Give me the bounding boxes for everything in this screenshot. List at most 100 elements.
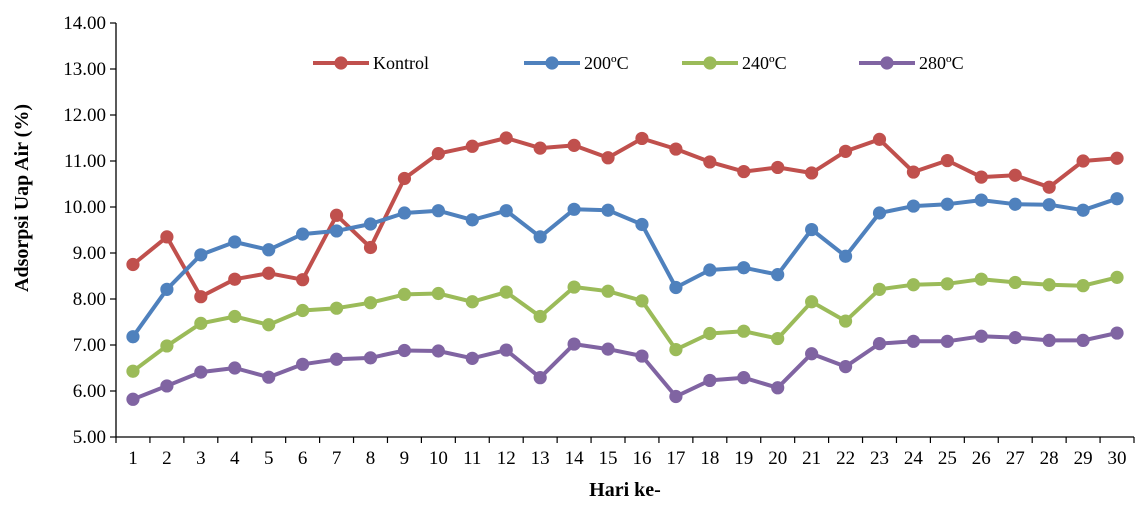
legend-item-1-swatch-marker — [545, 56, 559, 70]
series-3-point — [533, 371, 547, 385]
series-1-point — [974, 193, 988, 207]
series-1-point — [160, 282, 174, 296]
series-0 — [126, 131, 1124, 304]
series-3-point — [1008, 331, 1022, 345]
series-2-point — [499, 285, 513, 299]
series-3-point — [771, 381, 785, 395]
series-2-point — [940, 277, 954, 291]
series-3-point — [329, 352, 344, 366]
series-0-point — [872, 132, 887, 146]
x-axis-tick-labels: 1 2 3 4 5 6 7 8 9 10 11 12 13 14 15 16 17 18 19 20 21 22 23 24 2… — [128, 448, 1126, 469]
series-2 — [126, 270, 1124, 378]
series-3-point — [499, 343, 513, 357]
series-1-point — [703, 263, 717, 277]
y-tick-label: 10.00 — [63, 197, 106, 218]
series-0-point — [1110, 151, 1124, 165]
series-1-point — [601, 203, 615, 217]
series-0-point — [805, 166, 819, 180]
x-tick-label: 29 — [1074, 448, 1093, 469]
series-0-point — [397, 171, 412, 186]
x-axis-title: Hari ke- — [589, 479, 661, 501]
y-tick-label: 8.00 — [73, 289, 106, 310]
series-2-point — [669, 343, 683, 357]
x-tick-label: 24 — [904, 448, 924, 469]
series-3-point — [906, 334, 921, 348]
series-2-point — [974, 272, 988, 286]
series-1-point — [363, 217, 378, 231]
x-tick-label: 18 — [700, 448, 719, 469]
series-0-point — [296, 273, 310, 287]
series-2-point — [329, 301, 344, 315]
series-2-point — [160, 339, 174, 353]
series-1-point — [1110, 192, 1124, 206]
series-0-point — [499, 131, 513, 145]
series-3-point — [940, 334, 954, 348]
series-1 — [126, 192, 1124, 344]
series-1-point — [940, 197, 954, 211]
series-1-point — [126, 330, 140, 344]
x-tick-label: 6 — [298, 448, 308, 469]
series-2-point — [296, 303, 310, 318]
legend-item-2: 240ºC — [682, 53, 787, 73]
series-1-point — [906, 199, 921, 213]
series-1-point — [805, 222, 819, 237]
series-2-point — [737, 324, 751, 338]
x-tick-label: 15 — [599, 448, 618, 469]
series-2-point — [872, 282, 887, 296]
series-0-point — [771, 160, 785, 175]
legend-item-3-swatch-marker — [880, 56, 894, 70]
series-3-point — [703, 373, 717, 388]
series-1-point — [567, 202, 581, 216]
series-2-point — [397, 287, 412, 301]
x-tick-label: 30 — [1108, 448, 1127, 469]
series-2-point — [635, 294, 649, 308]
x-tick-label: 22 — [836, 448, 855, 469]
series-0-point — [228, 272, 242, 286]
series-2-point — [431, 286, 445, 301]
x-tick-label: 27 — [1006, 448, 1025, 469]
series-2-point — [194, 316, 208, 330]
x-tick-label: 23 — [870, 448, 889, 469]
series-3-point — [194, 365, 208, 379]
series-3-point — [1110, 326, 1124, 340]
y-axis-tick-labels: 5.00 6.00 7.00 8.00 9.00 10.00 11.00 12.00 13.00… — [63, 13, 106, 448]
series-2-point — [126, 364, 140, 378]
y-tick-label: 5.00 — [73, 427, 106, 448]
x-tick-label: 7 — [332, 448, 342, 469]
x-tick-label: 26 — [972, 448, 991, 469]
series-0-point — [1076, 154, 1090, 168]
series-3-point — [635, 349, 649, 363]
legend-item-0-label: Kontrol — [373, 53, 429, 73]
x-tick-label: 17 — [666, 448, 685, 469]
series-1-point — [771, 268, 785, 282]
series-0-point — [363, 240, 378, 255]
x-tick-label: 8 — [366, 448, 376, 469]
series-3-point — [363, 351, 378, 365]
series-0-point — [635, 131, 649, 146]
x-tick-label: 14 — [565, 448, 585, 469]
series-1-point — [1042, 198, 1056, 212]
series-3-point — [296, 357, 310, 371]
series-2-point — [567, 280, 581, 294]
x-tick-label: 4 — [230, 448, 240, 469]
series-3 — [126, 326, 1124, 406]
series-0-point — [160, 230, 174, 244]
series-2-point — [1076, 279, 1090, 293]
y-tick-label: 6.00 — [73, 381, 106, 402]
series-0-point — [737, 164, 751, 179]
series-3-line — [131, 331, 1119, 402]
series-0-point — [431, 147, 445, 161]
series-0-point — [567, 138, 581, 152]
series-3-point — [1042, 333, 1056, 347]
x-tick-label: 11 — [463, 448, 481, 469]
series-1-point — [465, 213, 479, 227]
series-3-point — [1076, 333, 1090, 347]
series-2-point — [703, 326, 717, 341]
x-tick-label: 1 — [128, 448, 138, 469]
x-tick-label: 5 — [264, 448, 274, 469]
series-1-point — [1076, 203, 1090, 217]
y-tick-label: 14.00 — [63, 13, 106, 34]
legend-item-3: 280ºC — [859, 53, 964, 73]
series-0-point — [601, 151, 615, 165]
series-3-point — [126, 392, 140, 406]
